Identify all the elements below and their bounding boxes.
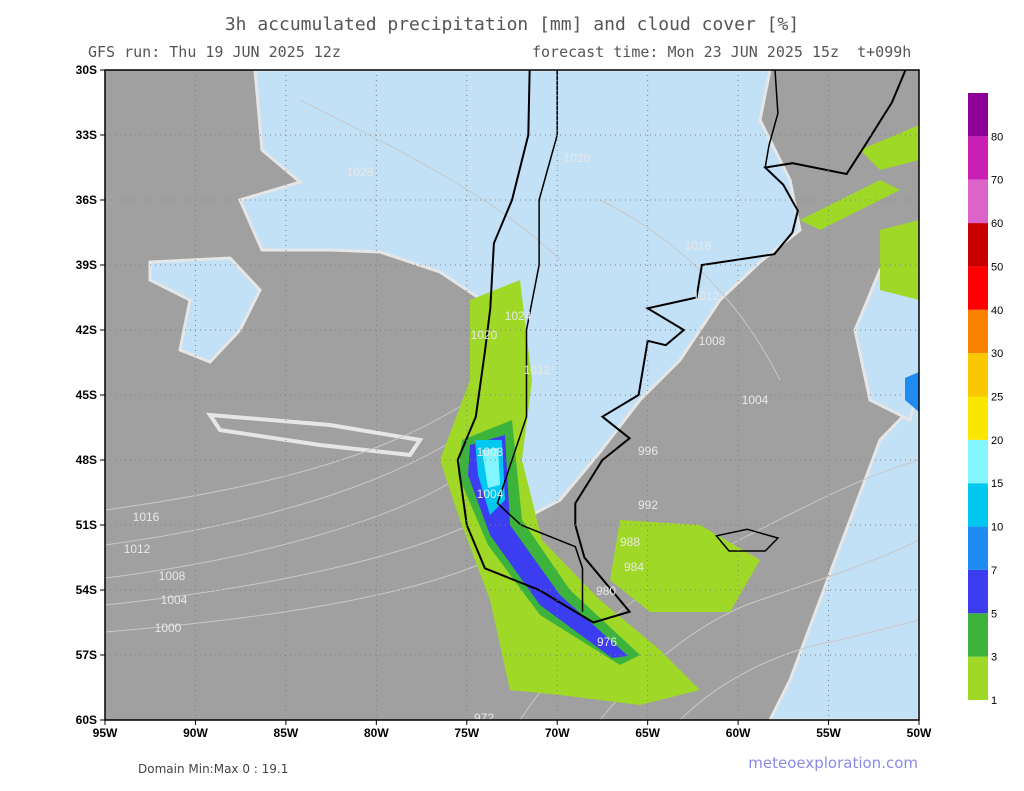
border: [496, 70, 584, 612]
y-tick-label: 48S: [76, 453, 97, 467]
cloud-streak: [206, 412, 424, 458]
site-name: meteoexploration.com: [748, 754, 918, 772]
colorbar-label: 60: [991, 218, 1003, 230]
isobar-label: 988: [620, 535, 640, 549]
colorbar-swatch: [968, 309, 988, 354]
colorbar-label: 40: [991, 305, 1003, 317]
y-tick-label: 45S: [76, 388, 97, 402]
isobar-label: 980: [596, 584, 616, 598]
isobar-label: 1012: [693, 289, 720, 303]
isobar-label: 1028: [347, 165, 374, 179]
colorbar-label: 80: [991, 131, 1003, 143]
precip-area: [482, 448, 500, 488]
colorbar-swatch: [968, 483, 988, 527]
precip-area: [905, 372, 919, 412]
y-tick-label: 51S: [76, 518, 97, 532]
isobar-label: 1008: [477, 445, 504, 459]
isobar-label: 1004: [161, 593, 188, 607]
colorbar-swatch: [968, 569, 988, 614]
colorbar-label: 1: [991, 695, 997, 707]
isobar-label: 992: [638, 498, 658, 512]
run-time: GFS run: Thu 19 JUN 2025 12z: [88, 43, 341, 61]
colorbar-label: 50: [991, 261, 1003, 273]
colorbar-label: 10: [991, 522, 1003, 534]
colorbar-label: 20: [991, 435, 1003, 447]
colorbar-swatch: [968, 266, 988, 310]
domain-minmax: Domain Min:Max 0 : 19.1: [138, 762, 288, 776]
y-tick-label: 60S: [76, 713, 97, 727]
colorbar-swatch: [968, 93, 988, 137]
island: [715, 528, 780, 552]
isobar-label: 1012: [124, 542, 151, 556]
isobar-label: 1004: [742, 393, 769, 407]
isobar-label: 984: [624, 560, 644, 574]
colorbar-label: 5: [991, 608, 997, 620]
y-tick-label: 33S: [76, 128, 97, 142]
colorbar-swatch: [968, 526, 988, 570]
y-tick-label: 57S: [76, 648, 97, 662]
x-tick-label: 95W: [93, 726, 118, 740]
isobar-label: 1012: [524, 363, 551, 377]
isobar-label: 976: [597, 635, 617, 649]
cloud-area: [148, 256, 262, 364]
isobar-label: 1008: [699, 334, 726, 348]
isobar-label: 1020: [471, 328, 498, 342]
colorbar-swatch: [968, 396, 988, 440]
map-area: 1028 1020 1016 1012 1008 1024 1020 1012 1008 1004…: [105, 70, 919, 725]
isobar-label: 1008: [159, 569, 186, 583]
x-tick-label: 50W: [907, 726, 932, 740]
isobar-label: 1000: [155, 621, 182, 635]
precip-area: [468, 435, 628, 658]
colorbar-label: 3: [991, 652, 997, 664]
y-tick-label: 39S: [76, 258, 97, 272]
x-tick-label: 75W: [454, 726, 479, 740]
colorbar-label: 25: [991, 392, 1003, 404]
isobar-label: 1016: [133, 510, 160, 524]
isobar-label: 1024: [505, 309, 532, 323]
border: [764, 70, 779, 168]
coastline: [456, 70, 907, 624]
colorbar-swatch: [968, 353, 988, 397]
colorbar-swatch: [968, 439, 988, 484]
y-tick-label: 42S: [76, 323, 97, 337]
x-tick-label: 90W: [183, 726, 208, 740]
y-tick-label: 36S: [76, 193, 97, 207]
colorbar-swatch: [968, 656, 988, 700]
title: 3h accumulated precipitation [mm] and cl…: [225, 14, 799, 35]
x-tick-label: 55W: [816, 726, 841, 740]
colorbar-label: 30: [991, 348, 1003, 360]
x-tick-label: 60W: [726, 726, 751, 740]
y-tick-label: 30S: [76, 63, 97, 77]
precip-area: [800, 125, 919, 300]
colorbar-label: 15: [991, 478, 1003, 490]
x-tick-label: 85W: [274, 726, 299, 740]
x-tick-label: 70W: [545, 726, 570, 740]
isobar-label: 972: [474, 711, 494, 725]
colorbar-label: 7: [991, 565, 997, 577]
x-tick-label: 80W: [364, 726, 389, 740]
x-tick-label: 65W: [635, 726, 660, 740]
colorbar-swatch: [968, 179, 988, 224]
colorbar-swatch: [968, 136, 988, 180]
colorbar-swatch: [968, 613, 988, 657]
colorbar-swatch: [968, 223, 988, 267]
y-tick-label: 54S: [76, 583, 97, 597]
cloud-area: [768, 397, 919, 720]
colorbar-label: 70: [991, 175, 1003, 187]
isobar-label: 996: [638, 444, 658, 458]
isobar-label: 1004: [477, 487, 504, 501]
isobar-label: 1016: [685, 239, 712, 253]
isobar-label: 1020: [564, 151, 591, 165]
precip-area: [440, 280, 700, 705]
forecast-time: forecast time: Mon 23 JUN 2025 15z t+099…: [532, 43, 911, 61]
